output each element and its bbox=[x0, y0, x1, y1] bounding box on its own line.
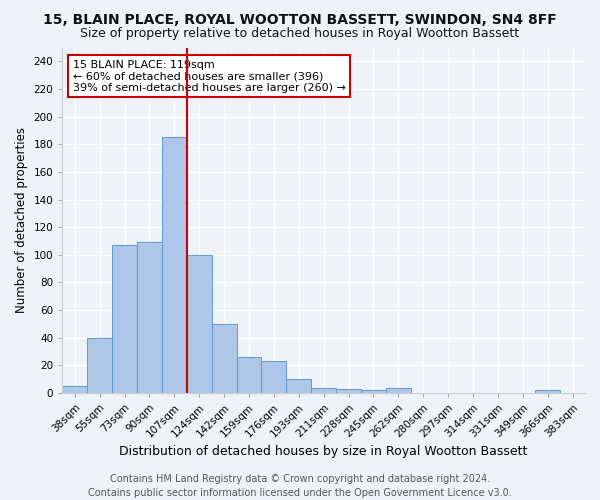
Bar bbox=[212, 324, 236, 393]
Bar bbox=[262, 362, 286, 393]
Bar bbox=[236, 357, 262, 393]
Bar bbox=[286, 379, 311, 393]
Bar bbox=[361, 390, 386, 393]
X-axis label: Distribution of detached houses by size in Royal Wootton Bassett: Distribution of detached houses by size … bbox=[119, 444, 528, 458]
Bar bbox=[535, 390, 560, 393]
Text: Size of property relative to detached houses in Royal Wootton Bassett: Size of property relative to detached ho… bbox=[80, 28, 520, 40]
Bar bbox=[336, 389, 361, 393]
Text: Contains HM Land Registry data © Crown copyright and database right 2024.
Contai: Contains HM Land Registry data © Crown c… bbox=[88, 474, 512, 498]
Bar bbox=[311, 388, 336, 393]
Y-axis label: Number of detached properties: Number of detached properties bbox=[15, 128, 28, 314]
Bar bbox=[87, 338, 112, 393]
Bar bbox=[112, 245, 137, 393]
Bar bbox=[62, 386, 87, 393]
Bar bbox=[187, 255, 212, 393]
Text: 15, BLAIN PLACE, ROYAL WOOTTON BASSETT, SWINDON, SN4 8FF: 15, BLAIN PLACE, ROYAL WOOTTON BASSETT, … bbox=[43, 12, 557, 26]
Bar bbox=[386, 388, 411, 393]
Bar bbox=[137, 242, 162, 393]
Text: 15 BLAIN PLACE: 119sqm
← 60% of detached houses are smaller (396)
39% of semi-de: 15 BLAIN PLACE: 119sqm ← 60% of detached… bbox=[73, 60, 346, 93]
Bar bbox=[162, 138, 187, 393]
